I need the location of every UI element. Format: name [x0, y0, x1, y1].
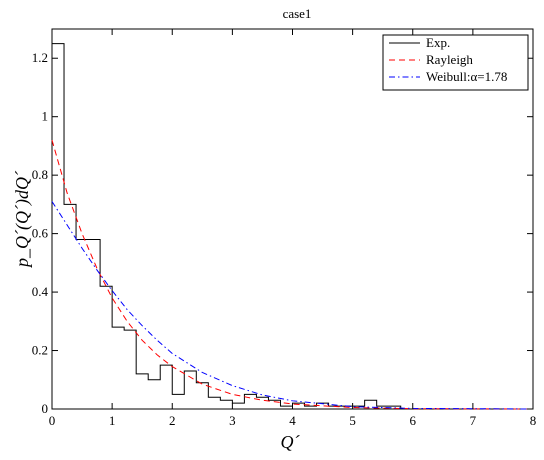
legend-box [382, 34, 529, 91]
series-1-line [51, 139, 534, 410]
x-tick-label: 0 [49, 413, 56, 428]
x-tick-label: 2 [169, 413, 176, 428]
x-tick-label: 7 [470, 413, 477, 428]
y-tick-label: 0 [42, 401, 49, 416]
x-tick-label: 1 [109, 413, 116, 428]
legend: Exp. Rayleigh Weibull:α=1.78 [382, 34, 529, 91]
y-tick-label: 1.2 [32, 50, 48, 65]
series-layer [51, 43, 534, 410]
y-tick-label: 0.8 [32, 167, 48, 182]
x-tick-label: 5 [349, 413, 356, 428]
y-tick-label: 0.6 [32, 226, 49, 241]
y-tick-label: 0.2 [32, 343, 48, 358]
x-tick-label: 3 [229, 413, 236, 428]
x-tick-label: 8 [530, 413, 537, 428]
y-tick-label: 0.4 [32, 284, 49, 299]
ticks-layer: 0 1 2 3 4 5 6 7 8 0 0.2 0.4 0.6 0.8 1 1.2 [32, 29, 537, 428]
x-axis-label: Q´ [281, 432, 301, 452]
legend-label-0: Exp. [426, 35, 450, 50]
series-0-line [51, 43, 402, 409]
y-axis-label: p_Q´(Q´)dQ´ [12, 170, 33, 269]
chart-title: case1 [283, 6, 312, 21]
legend-label-2: Weibull:α=1.78 [426, 69, 507, 84]
x-tick-label: 6 [410, 413, 417, 428]
x-tick-label: 4 [289, 413, 296, 428]
series-2-line [51, 201, 534, 410]
legend-label-1: Rayleigh [426, 52, 473, 67]
y-tick-label: 1 [42, 109, 49, 124]
